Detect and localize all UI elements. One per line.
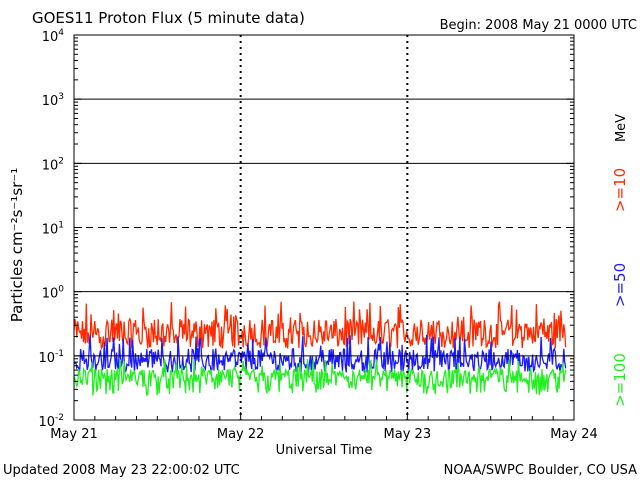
legend-unit: MeV <box>614 114 629 142</box>
begin-time: Begin: 2008 May 21 0000 UTC <box>440 18 637 33</box>
y-tick-label: 103 <box>42 92 64 109</box>
series-line <box>73 358 567 396</box>
x-tick-label: May 22 <box>217 427 265 442</box>
legend-entry: >=10 <box>611 168 629 212</box>
series-line <box>73 301 567 351</box>
y-tick-label: 10-2 <box>38 413 64 430</box>
legend-entry: >=100 <box>611 353 629 407</box>
x-tick-label: May 24 <box>550 427 598 442</box>
credit-line: NOAA/SWPC Boulder, CO USA <box>444 463 637 478</box>
x-axis-label: Universal Time <box>276 443 373 458</box>
y-tick-label: 101 <box>42 221 64 238</box>
y-axis-label: Particles cm⁻²s⁻¹sr⁻¹ <box>8 168 26 322</box>
y-tick-label: 10-1 <box>38 349 64 366</box>
x-tick-label: May 23 <box>384 427 432 442</box>
y-tick-label: 100 <box>42 285 65 302</box>
legend-entry: >=50 <box>611 263 629 307</box>
updated-timestamp: Updated 2008 May 23 22:00:02 UTC <box>3 463 240 478</box>
y-tick-label: 102 <box>42 156 64 173</box>
chart-title: GOES11 Proton Flux (5 minute data) <box>32 9 305 27</box>
x-tick-label: May 21 <box>50 427 98 442</box>
y-tick-label: 104 <box>42 28 65 45</box>
